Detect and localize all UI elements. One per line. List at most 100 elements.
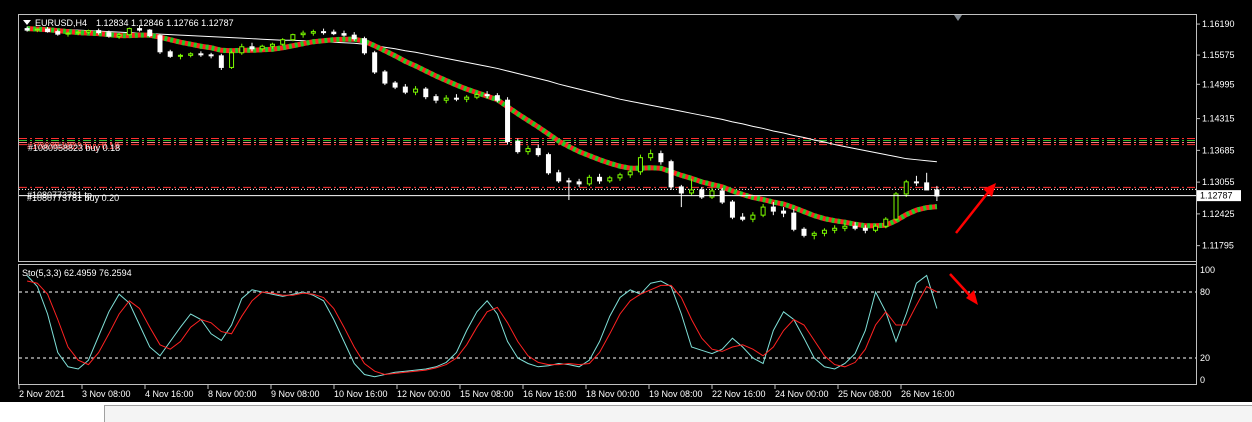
candle [188, 52, 194, 58]
candle [821, 228, 827, 237]
candle [126, 27, 132, 36]
stochastic-tick-label: 0 [1200, 375, 1205, 385]
candle-body [668, 161, 674, 188]
candle [852, 222, 858, 231]
candle [913, 175, 919, 186]
price-tick-label: 1.16190 [1202, 19, 1235, 29]
symbol-label: EURUSD,H4 [35, 18, 87, 28]
triangle-down-icon[interactable] [23, 20, 31, 25]
candle-body [862, 227, 868, 231]
candle [208, 52, 214, 59]
candle [770, 202, 776, 216]
current-price-box [1197, 190, 1241, 202]
candle-body [351, 34, 357, 40]
candle-body [576, 181, 582, 185]
candle [259, 44, 265, 51]
price-tick-label: 1.12425 [1202, 209, 1235, 219]
candle [85, 29, 91, 34]
price-axis-ticks: 1.16190 1.15575 1.14995 1.14315 1.13685 1.130… [1196, 19, 1235, 251]
candle [811, 231, 817, 240]
candle [402, 84, 408, 95]
candle [310, 29, 316, 36]
indicator-pane-frame [18, 264, 1197, 385]
candle [658, 150, 664, 165]
slow-moving-average [27, 27, 937, 163]
candle [699, 186, 705, 200]
candle [239, 43, 245, 55]
candle-body [811, 232, 817, 236]
candle-body [208, 54, 214, 57]
candle-body [740, 216, 746, 220]
candle-body [525, 148, 531, 153]
candle [341, 30, 347, 37]
candle [65, 31, 71, 37]
candle [750, 212, 756, 223]
stochastic-label: Sto(5,3,3) 62.4959 76.2594 [22, 268, 132, 278]
order-label-buy-018: #1080958823 buy 0.18 [28, 143, 120, 153]
candle-body [310, 31, 316, 34]
candle-body [321, 31, 327, 34]
candle-body [259, 45, 265, 50]
candle [157, 34, 163, 54]
candle [372, 50, 378, 74]
candle [873, 224, 879, 233]
order-level-lines [19, 138, 1196, 190]
candle-body [24, 28, 30, 31]
candle-body [515, 141, 521, 153]
candle [740, 213, 746, 222]
price-tick-label: 1.13685 [1202, 145, 1235, 155]
candle [760, 204, 766, 218]
candle [218, 53, 224, 70]
candle-body [464, 96, 470, 100]
candle [453, 94, 459, 102]
time-tick-label: 3 Nov 08:00 [82, 389, 131, 399]
candle [484, 91, 490, 99]
candle [709, 187, 715, 200]
chart-shift-marker-icon[interactable] [954, 15, 962, 21]
candle [597, 173, 603, 184]
candle-body [852, 225, 858, 229]
candle [566, 177, 572, 201]
candle [392, 81, 398, 90]
candle-body [75, 31, 81, 34]
time-tick-label: 25 Nov 08:00 [838, 389, 892, 399]
candle-body [913, 181, 919, 184]
candle-body [229, 52, 235, 68]
time-tick-label: 2 Nov 2021 [19, 389, 65, 399]
candle [249, 42, 255, 52]
stochastic-axis-ticks: 100 80 20 0 [19, 265, 1215, 385]
candle-body [65, 32, 71, 35]
candle-body [658, 153, 664, 163]
candle [505, 97, 511, 145]
candle-body [678, 186, 684, 194]
candle-body [709, 190, 715, 198]
time-tick-label: 15 Nov 08:00 [460, 389, 514, 399]
candle-body [781, 210, 787, 214]
candle [689, 178, 695, 195]
chart-tab-bar[interactable] [104, 405, 1252, 422]
stochastic-tick-label: 100 [1200, 265, 1215, 275]
candle [556, 169, 562, 183]
candle [474, 92, 480, 100]
candle-body [597, 176, 603, 182]
candle-body [167, 51, 173, 57]
candle [576, 178, 582, 187]
time-tick-label: 19 Nov 08:00 [649, 389, 703, 399]
candle-body [842, 225, 848, 229]
candle [627, 169, 633, 178]
candle-body [341, 33, 347, 36]
candle-body [821, 229, 827, 234]
candle-body [423, 88, 429, 98]
candle-body [413, 88, 419, 93]
candle [331, 29, 337, 36]
candle-body [750, 214, 756, 220]
candle-body [280, 39, 286, 45]
candle [198, 51, 204, 57]
candle-body [924, 182, 930, 191]
candle [24, 26, 30, 32]
candle [535, 144, 541, 157]
candle-body [85, 30, 91, 33]
candle-body [494, 95, 500, 101]
